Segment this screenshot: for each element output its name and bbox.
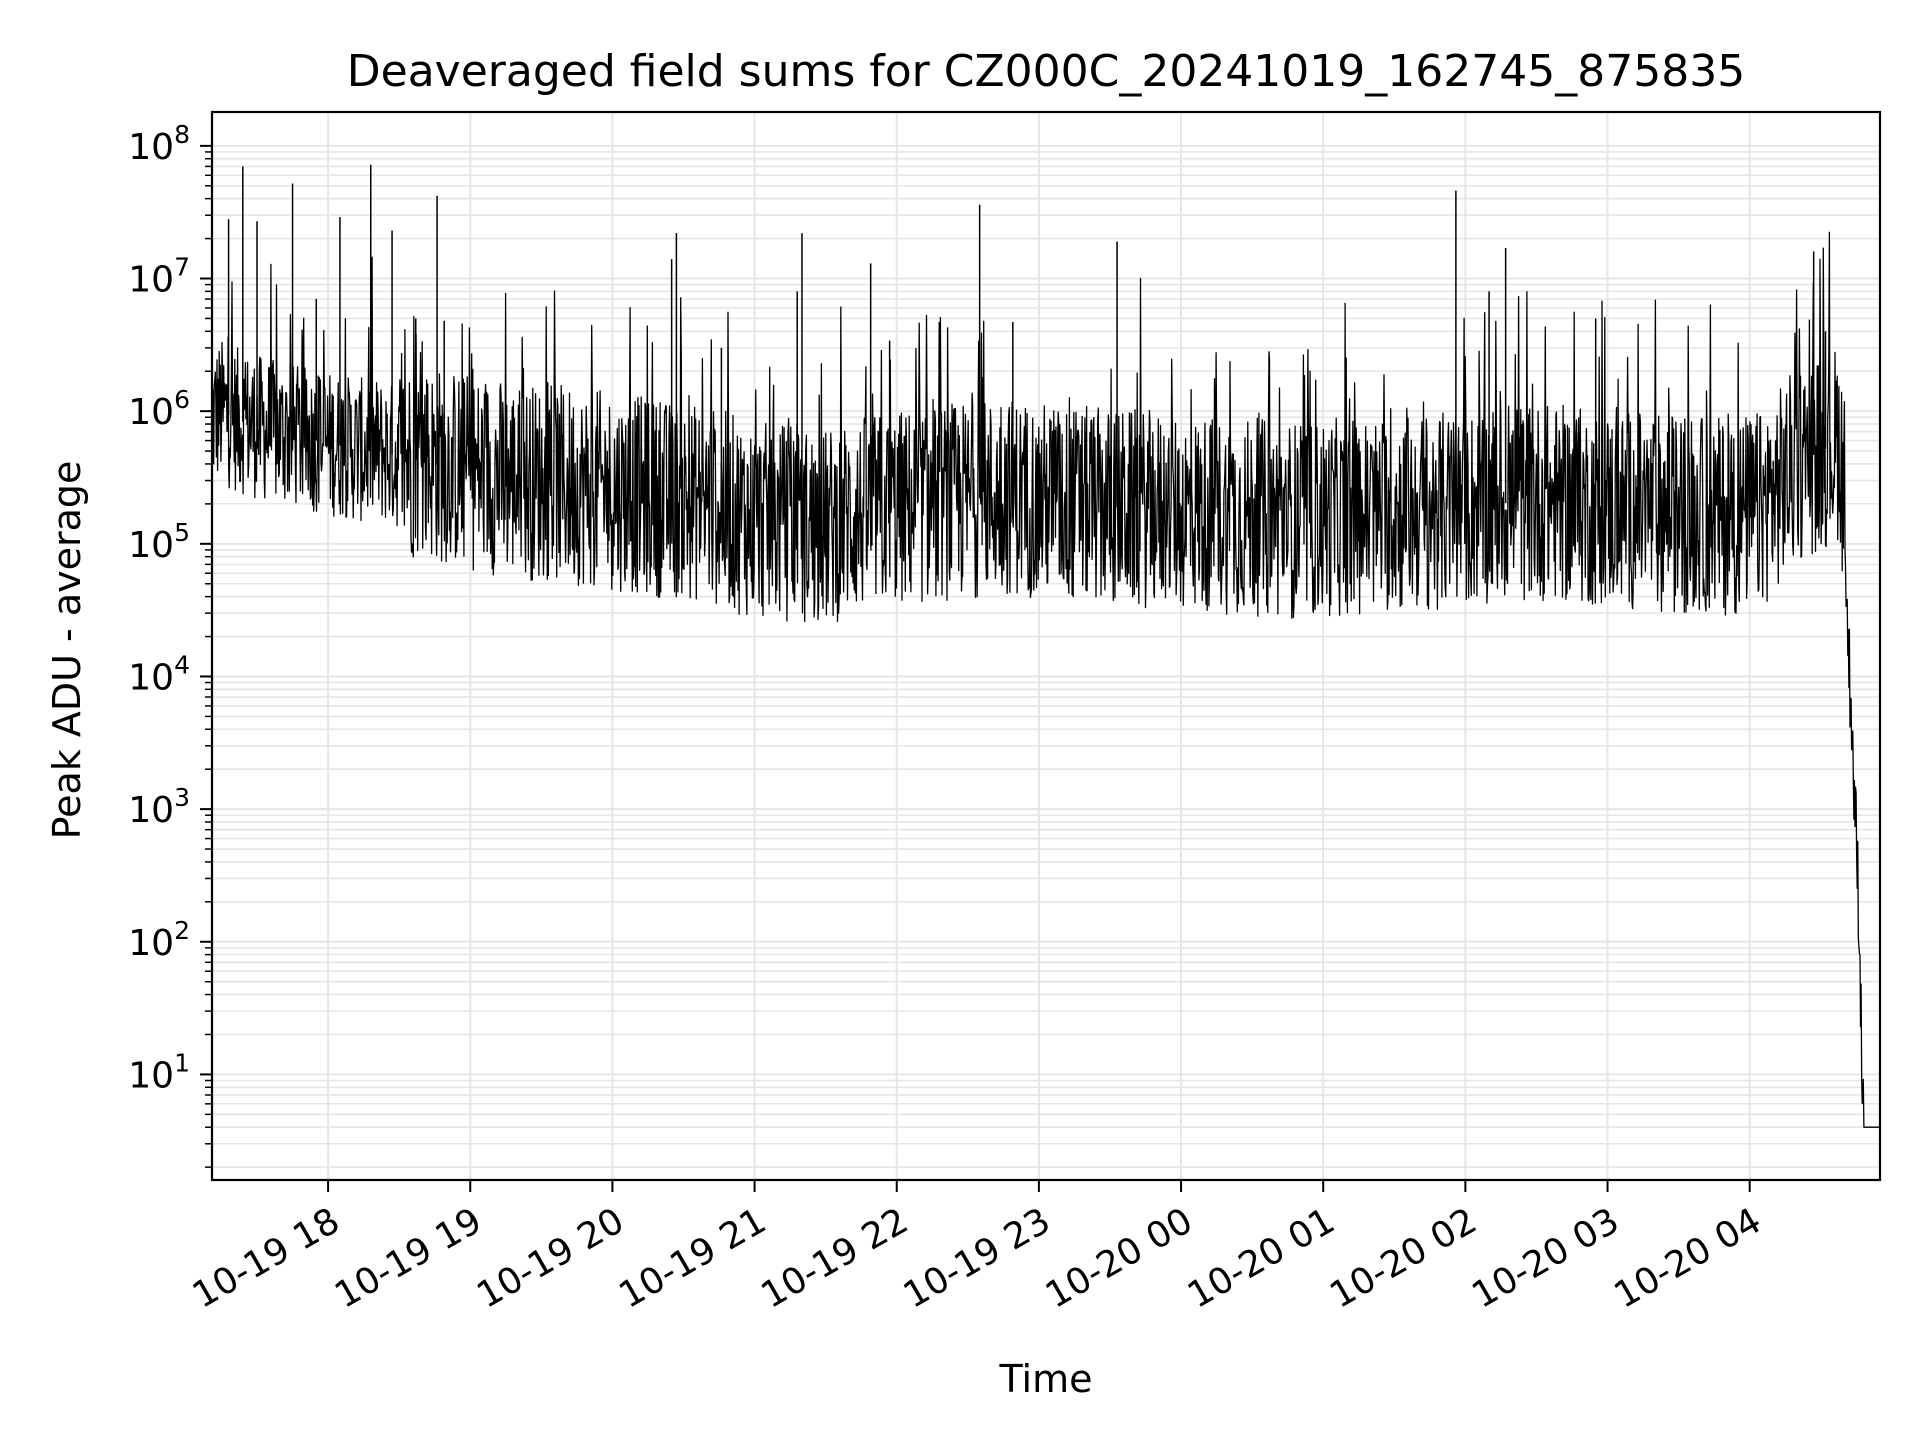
y-tick-label: 102: [128, 916, 190, 964]
y-tick-label: 108: [128, 120, 190, 168]
y-axis-label: Peak ADU - average: [45, 461, 89, 840]
y-tick-label: 104: [128, 650, 190, 698]
data-series: [211, 164, 1881, 1128]
y-tick-label: 103: [128, 783, 190, 831]
y-tick-label: 101: [128, 1048, 190, 1096]
y-tick-label: 106: [128, 385, 190, 433]
x-axis-label: Time: [999, 1357, 1093, 1401]
y-tick-label: 105: [128, 518, 190, 566]
chart-title: Deaveraged field sums for CZ000C_2024101…: [347, 46, 1745, 97]
plot-frame: [210, 110, 1882, 1182]
y-tick-label: 107: [128, 253, 190, 301]
series-line: [211, 231, 1881, 1128]
